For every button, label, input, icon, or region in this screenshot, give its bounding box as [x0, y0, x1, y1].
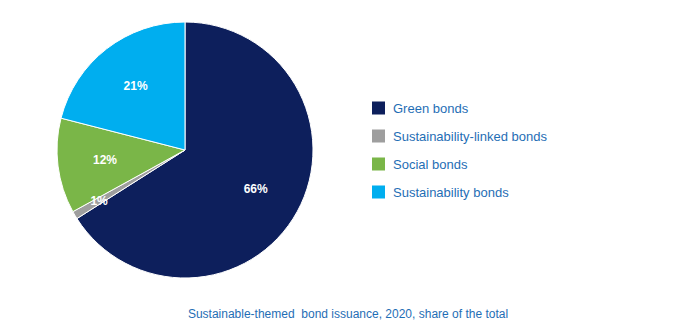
legend-swatch — [372, 186, 385, 199]
legend-swatch — [372, 130, 385, 143]
data-label: 21% — [124, 79, 148, 93]
legend-item: Green bonds — [372, 101, 469, 116]
legend-label: Green bonds — [393, 101, 469, 116]
legend-label: Social bonds — [393, 157, 468, 172]
legend-label: Sustainability-linked bonds — [393, 129, 547, 144]
caption: Sustainable-themed bond issuance, 2020, … — [188, 307, 508, 321]
data-labels: 66% 1% 12% 21% — [90, 79, 268, 208]
legend-swatch — [372, 158, 385, 171]
legend-item: Sustainability-linked bonds — [372, 129, 547, 144]
legend-item: Social bonds — [372, 157, 468, 172]
legend: Green bonds Sustainability-linked bonds So… — [372, 101, 547, 200]
legend-swatch — [372, 102, 385, 115]
data-label: 12% — [93, 153, 117, 167]
pie-slice — [61, 22, 185, 150]
chart: 66% 1% 12% 21% Green bonds Sustainability-lin… — [0, 0, 696, 326]
pie — [57, 22, 313, 278]
data-label: 66% — [244, 182, 268, 196]
legend-label: Sustainability bonds — [393, 185, 509, 200]
data-label: 1% — [90, 194, 108, 208]
legend-item: Sustainability bonds — [372, 185, 509, 200]
